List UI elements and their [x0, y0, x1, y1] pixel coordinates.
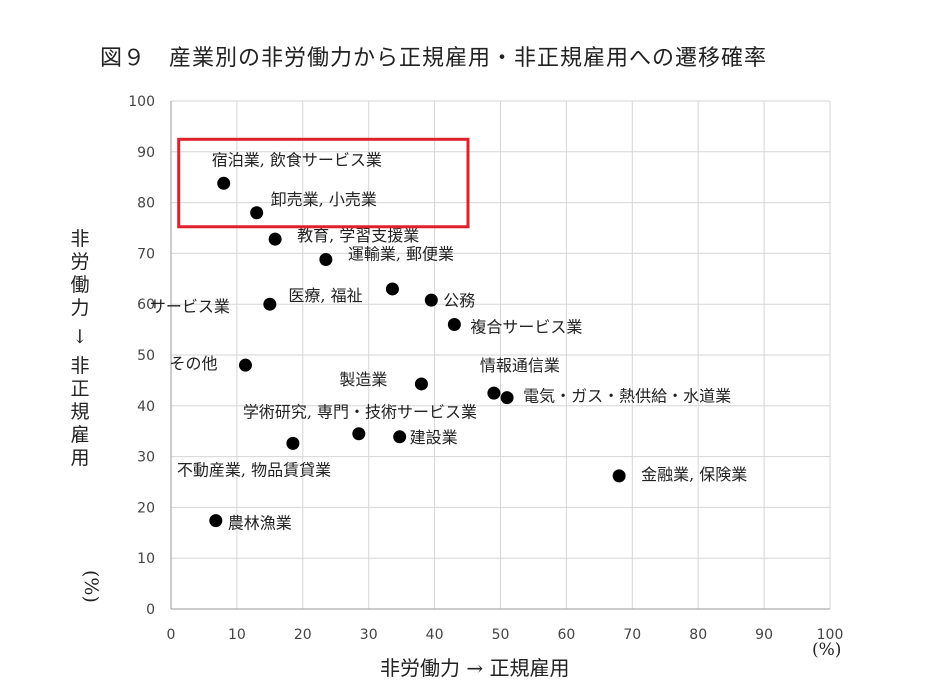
point-label: その他: [169, 354, 217, 373]
x-tick-label: 10: [228, 627, 246, 643]
point-label: 情報通信業: [480, 356, 560, 375]
x-tick-label: 0: [167, 627, 176, 643]
point-label: 複合サービス業: [470, 318, 582, 337]
highlight-box: [177, 137, 470, 229]
point-label: 農林漁業: [228, 514, 292, 533]
data-point: [500, 391, 514, 405]
x-tick-label: 40: [426, 627, 444, 643]
data-point: [352, 427, 366, 441]
data-point: [319, 252, 333, 266]
y-axis-label: 非労働力 ↓ 非正規雇用: [70, 228, 90, 469]
data-point: [424, 293, 438, 307]
point-label: 医療, 福祉: [288, 286, 362, 305]
point-label: 卸売業, 小売業: [271, 190, 377, 209]
y-tick-label: 70: [137, 246, 155, 262]
point-label: 学術研究, 専門・技術サービス業: [243, 403, 477, 422]
data-point: [217, 176, 231, 190]
data-point: [209, 514, 223, 528]
data-point: [268, 232, 282, 246]
data-point: [385, 282, 399, 296]
x-tick-label: 20: [294, 627, 312, 643]
point-label: 金融業, 保険業: [641, 465, 747, 484]
point-label: 教育, 学習支援業: [297, 226, 419, 245]
y-tick-label: 100: [128, 94, 155, 110]
x-tick-label: 60: [557, 627, 575, 643]
point-label: 建設業: [410, 428, 458, 447]
y-axis-unit: (%): [80, 570, 102, 603]
data-point: [612, 469, 626, 483]
x-tick-label: 100: [817, 627, 844, 643]
y-tick-label: 10: [137, 551, 155, 567]
point-label: サービス業: [150, 297, 230, 316]
data-point: [393, 430, 407, 444]
data-point: [263, 297, 277, 311]
y-tick-label: 40: [137, 399, 155, 415]
chart-title: 図９ 産業別の非労働力から正規雇用・非正規雇用への遷移確率: [100, 46, 768, 71]
point-label: 製造業: [339, 370, 387, 389]
x-tick-label: 70: [623, 627, 641, 643]
data-point: [238, 358, 252, 372]
data-point: [414, 377, 428, 391]
x-tick-label: 80: [689, 627, 707, 643]
y-tick-label: 60: [137, 297, 155, 313]
y-tick-label: 90: [137, 145, 155, 161]
x-tick-label: 90: [755, 627, 773, 643]
x-axis-label: 非労働力 → 正規雇用: [380, 656, 570, 680]
point-label: 宿泊業, 飲食サービス業: [212, 150, 382, 169]
y-tick-label: 30: [137, 450, 155, 466]
x-axis-unit: (%): [812, 640, 842, 660]
point-label: 不動産業, 物品賃貸業: [177, 460, 331, 479]
data-point: [487, 386, 501, 400]
y-tick-label: 0: [146, 602, 155, 618]
data-point: [447, 318, 461, 332]
data-point: [286, 436, 300, 450]
x-tick-label: 30: [360, 627, 378, 643]
point-label: 公務: [443, 291, 475, 310]
y-tick-label: 50: [137, 348, 155, 364]
point-label: 電気・ガス・熱供給・水道業: [523, 387, 731, 406]
data-point: [250, 206, 264, 220]
point-label: 運輸業, 郵便業: [348, 244, 454, 263]
y-tick-label: 80: [137, 196, 155, 212]
x-tick-label: 50: [492, 627, 510, 643]
y-tick-label: 20: [137, 500, 155, 516]
